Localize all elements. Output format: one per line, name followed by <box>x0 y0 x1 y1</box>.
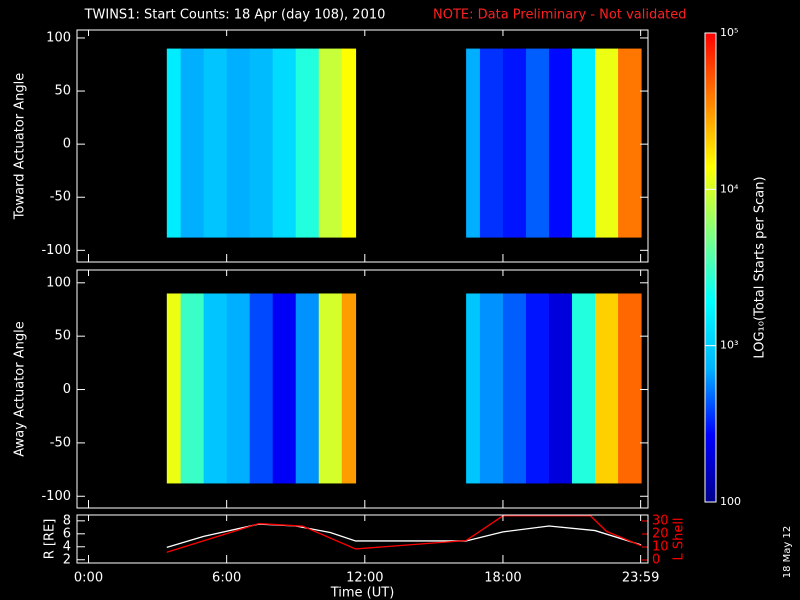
heatmap-cell <box>466 293 481 484</box>
y-tick-label: 100 <box>46 30 71 45</box>
heatmap-cell <box>502 48 527 238</box>
plot-frame <box>76 269 649 509</box>
x-tick-label: 6:00 <box>212 571 241 586</box>
y2-tick-label: 0 <box>652 553 660 568</box>
heatmap-cell <box>479 293 504 484</box>
colorbar-tick-label: 10⁴ <box>720 182 739 195</box>
y-tick-label: 100 <box>46 275 71 290</box>
y2-axis-label: L Shell <box>672 517 687 560</box>
colorbar-tick-label: 10³ <box>720 339 738 352</box>
y-tick-label: 50 <box>54 84 71 99</box>
heatmap-cell <box>272 48 297 238</box>
heatmap-cell <box>502 293 527 484</box>
y-tick-label: 0 <box>63 382 71 397</box>
y2-tick-label: 10 <box>652 540 669 555</box>
y-axis-label: Toward Actuator Angle <box>13 73 28 220</box>
x-tick-label: 12:00 <box>346 571 383 586</box>
heatmap-cell <box>318 48 343 238</box>
y2-tick-label: 30 <box>652 513 669 528</box>
side-label: 18 May 12 <box>782 526 793 578</box>
colorbar-label: LOG₁₀(Total Starts per Scan) <box>753 176 768 358</box>
x-tick-label: 0:00 <box>74 571 103 586</box>
heatmap-cell <box>466 48 481 238</box>
y-tick-label: 2 <box>63 552 71 567</box>
heatmap-cell <box>618 48 642 238</box>
heatmap-cell <box>166 48 182 238</box>
heatmap-cell <box>295 48 320 238</box>
plot-frame <box>76 29 649 263</box>
heatmap-cell <box>166 293 182 484</box>
heatmap-cell <box>618 293 642 484</box>
heatmap-cell <box>341 293 357 484</box>
heatmap-cell <box>548 293 573 484</box>
y2-tick-label: 20 <box>652 526 669 541</box>
heatmap-cell <box>203 293 228 484</box>
heatmap-cell <box>595 48 619 238</box>
colorbar <box>704 32 717 503</box>
y-tick-label: -50 <box>50 435 71 450</box>
heatmap-cell <box>249 293 274 484</box>
y-tick-label: -100 <box>41 243 71 258</box>
heatmap-cell <box>180 293 205 484</box>
y-axis-label: Away Actuator Angle <box>13 321 28 456</box>
chart-title: TWINS1: Start Counts: 18 Apr (day 108), … <box>84 8 386 23</box>
y-tick-label: -100 <box>41 489 71 504</box>
heatmap-cell <box>226 293 251 484</box>
note: NOTE: Data Preliminary - Not validated <box>433 8 687 23</box>
heatmap-cell <box>249 48 274 238</box>
y-tick-label: -50 <box>50 190 71 205</box>
y-tick-label: 6 <box>63 526 71 541</box>
y-tick-label: 0 <box>63 137 71 152</box>
line <box>166 523 642 549</box>
y-axis-label: R [RE] <box>43 519 58 560</box>
heatmap-cell <box>318 293 343 484</box>
heatmap-cell <box>595 293 619 484</box>
heatmap-cell <box>180 48 205 238</box>
heatmap-cell <box>525 48 550 238</box>
heatmap-cell <box>226 48 251 238</box>
heatmap-cell <box>572 293 596 484</box>
heatmap-cell <box>548 48 573 238</box>
heatmap-cell <box>272 293 297 484</box>
heatmap-cell <box>479 48 504 238</box>
heatmap-cell <box>572 48 596 238</box>
heatmap-cell <box>295 293 320 484</box>
x-tick-label: 23:59 <box>622 571 659 586</box>
heatmap-cell <box>203 48 228 238</box>
x-axis-label: Time (UT) <box>330 586 395 600</box>
y-tick-label: 4 <box>63 539 71 554</box>
line <box>166 515 642 553</box>
plot-frame <box>76 514 649 564</box>
colorbar-tick-label: 100 <box>720 495 741 508</box>
colorbar-tick-label: 10⁵ <box>720 26 738 39</box>
x-tick-label: 18:00 <box>484 571 521 586</box>
y-tick-label: 8 <box>63 513 71 528</box>
heatmap-cell <box>341 48 357 238</box>
heatmap-cell <box>525 293 550 484</box>
y-tick-label: 50 <box>54 329 71 344</box>
